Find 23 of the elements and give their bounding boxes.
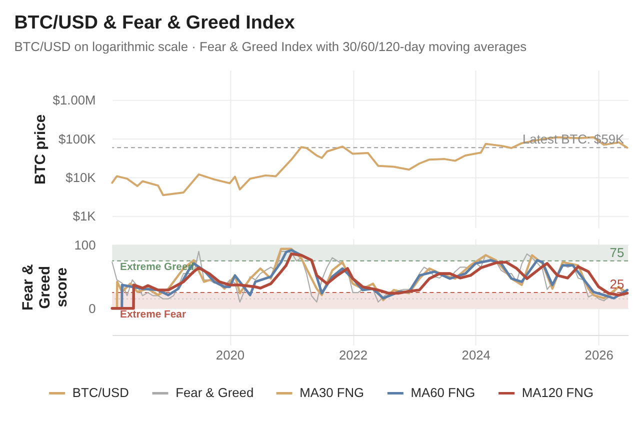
legend-label: BTC/USD [72,385,129,400]
legend-label: Fear & Greed [176,385,254,400]
y-tick-label: $10K [66,170,96,185]
chart-subtitle: BTC/USD on logarithmic scale · Fear & Greed Index with 30/60/120-day moving averages [14,39,527,54]
x-tick-label: 2026 [584,347,614,362]
y-tick-label: 0 [88,300,96,316]
legend-label: MA60 FNG [410,385,476,400]
legend-label: MA30 FNG [300,385,364,400]
x-tick-label: 2024 [462,347,490,362]
y-tick-label: $1.00M [52,92,96,108]
y-tick-label: $100K [58,131,96,146]
chart-title: BTC/USD & Fear & Greed Index [14,11,296,32]
ref-line-label: 75 [610,244,624,260]
y-tick-label: 100 [74,238,96,253]
x-tick-label: 2020 [216,347,245,362]
y-axis-title: BTC price [32,114,49,185]
line-series [111,136,628,196]
x-tick-label: 2022 [338,347,368,362]
y-tick-label: $1K [72,208,96,224]
legend-label: MA120 FNG [522,385,594,400]
ref-line-label: 25 [610,276,624,292]
y-axis-title: Fear & Greed score [20,264,70,310]
band-label: Extreme Fear [120,309,186,320]
